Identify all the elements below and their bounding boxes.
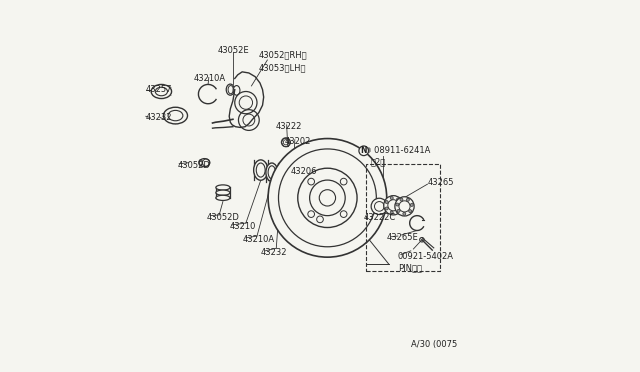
Polygon shape: [229, 72, 264, 128]
Circle shape: [400, 198, 403, 201]
Circle shape: [371, 198, 387, 215]
Circle shape: [397, 198, 399, 201]
Text: 43052D: 43052D: [177, 161, 210, 170]
Text: 43232: 43232: [260, 248, 287, 257]
Circle shape: [410, 203, 413, 206]
Ellipse shape: [163, 107, 188, 124]
Text: 43257: 43257: [146, 85, 172, 94]
Circle shape: [384, 196, 403, 215]
Text: 43052E: 43052E: [218, 46, 250, 55]
Text: A/30 (0075: A/30 (0075: [411, 340, 457, 349]
Text: （2）: （2）: [371, 157, 386, 166]
Circle shape: [397, 209, 400, 212]
Ellipse shape: [253, 160, 268, 180]
Text: 43210A: 43210A: [194, 74, 226, 83]
Text: 43210: 43210: [229, 222, 255, 231]
Text: 43202: 43202: [285, 137, 311, 146]
Text: 43265E: 43265E: [387, 233, 419, 243]
Text: 43222C: 43222C: [364, 213, 396, 222]
Ellipse shape: [286, 155, 300, 176]
Circle shape: [390, 196, 393, 199]
Ellipse shape: [216, 190, 230, 195]
Ellipse shape: [216, 195, 230, 201]
Circle shape: [359, 146, 369, 155]
Ellipse shape: [276, 165, 287, 182]
Text: PINピン: PINピン: [398, 264, 422, 273]
Text: 43265: 43265: [428, 178, 454, 187]
Ellipse shape: [226, 84, 234, 95]
Text: 43210A: 43210A: [242, 235, 275, 244]
Circle shape: [406, 198, 410, 201]
Ellipse shape: [233, 86, 240, 95]
Ellipse shape: [266, 163, 278, 182]
Ellipse shape: [216, 185, 230, 190]
Text: ⑩ 08911-6241A: ⑩ 08911-6241A: [364, 146, 430, 155]
Text: N: N: [360, 146, 367, 155]
Circle shape: [403, 212, 406, 215]
Text: 43206: 43206: [291, 167, 317, 176]
Ellipse shape: [199, 158, 209, 167]
Text: 43053〈LH〉: 43053〈LH〉: [259, 63, 307, 72]
Text: 43232: 43232: [146, 113, 172, 122]
Bar: [366, 164, 440, 271]
Circle shape: [268, 138, 387, 257]
Text: 43052D: 43052D: [207, 213, 240, 222]
Circle shape: [399, 204, 403, 207]
Circle shape: [385, 207, 388, 210]
Circle shape: [395, 197, 414, 216]
Circle shape: [396, 203, 399, 206]
Circle shape: [385, 201, 388, 203]
Ellipse shape: [151, 84, 172, 99]
Text: 43222: 43222: [276, 122, 302, 131]
Circle shape: [390, 211, 393, 214]
Circle shape: [397, 209, 399, 212]
Text: 00921-5402A: 00921-5402A: [398, 252, 454, 261]
Circle shape: [409, 210, 412, 213]
Text: 43052〈RH〉: 43052〈RH〉: [259, 50, 307, 59]
